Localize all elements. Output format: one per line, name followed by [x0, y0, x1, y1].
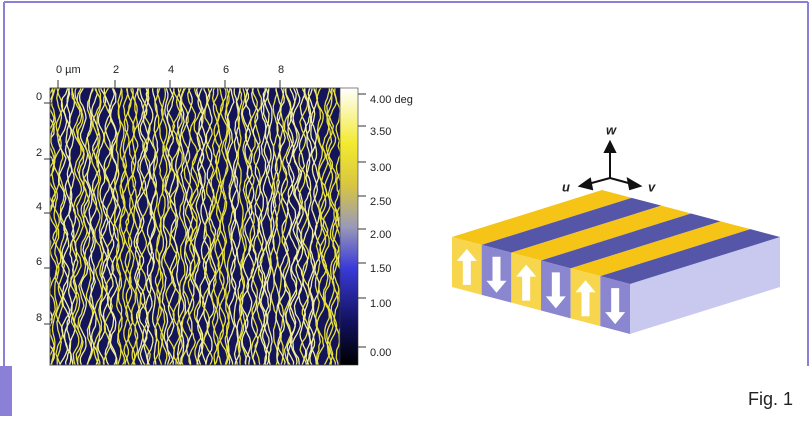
colorbar-label: 3.50 [370, 126, 391, 138]
y-tick-label: 4 [36, 201, 42, 213]
x-tick-label: 8 [278, 64, 284, 76]
axis-label: w [606, 122, 617, 137]
colorbar-label: 1.50 [370, 263, 391, 275]
colorbar-label: 3.00 [370, 162, 391, 174]
colorbar-label: 4.00 deg [370, 94, 413, 106]
axis-label: u [562, 179, 570, 194]
colorbar-label: 2.50 [370, 196, 391, 208]
slab [452, 190, 780, 334]
y-tick-label: 0 [36, 91, 42, 103]
colorbar-label: 2.00 [370, 229, 391, 241]
colorbar [340, 88, 358, 365]
y-tick-label: 8 [36, 312, 42, 324]
colorbar-label: 1.00 [370, 298, 391, 310]
axis-label: v [648, 179, 656, 194]
x-tick-label: 0 µm [56, 64, 81, 76]
y-tick-label: 2 [36, 147, 42, 159]
x-tick-label: 6 [223, 64, 229, 76]
caption: Fig. 1 [748, 389, 793, 409]
frame-tab [0, 366, 12, 416]
x-tick-label: 4 [168, 64, 174, 76]
axes-icon [580, 142, 640, 189]
x-tick-label: 2 [113, 64, 119, 76]
figure: 0 µm 2 4 6 8 0 2 4 6 8 4.00 deg 3.50 3.00 2.50 2.00 1.5… [0, 0, 811, 416]
colorbar-label: 0.00 [370, 347, 391, 359]
y-tick-label: 6 [36, 256, 42, 268]
